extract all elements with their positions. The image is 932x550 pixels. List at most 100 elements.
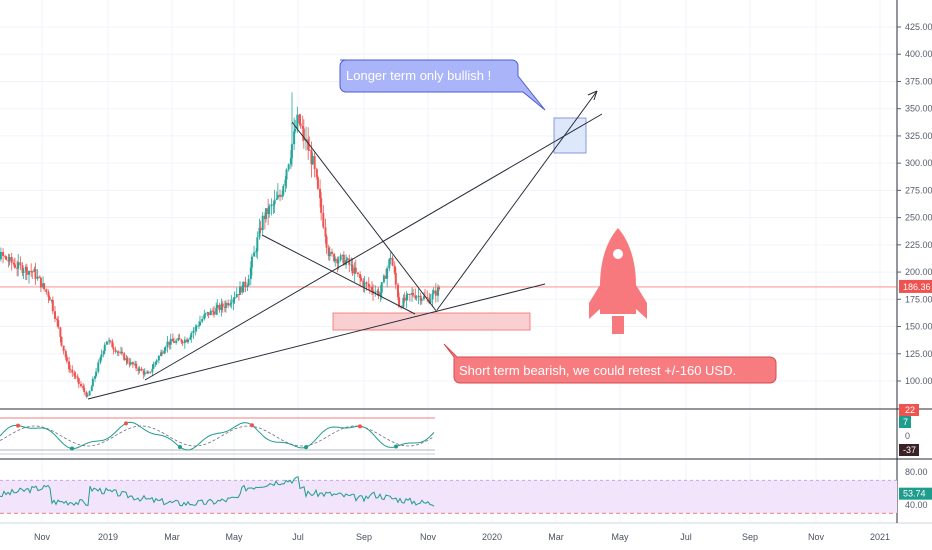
- candle: [250, 253, 253, 276]
- price-tick-label: 150.00: [905, 322, 932, 332]
- bearish-callout[interactable]: Short term bearish, we could retest +/-1…: [443, 343, 777, 384]
- candle-body: [83, 387, 86, 393]
- candle: [253, 245, 256, 257]
- trendline-channel-lower[interactable]: [261, 234, 416, 315]
- support-zone-box[interactable]: [332, 312, 531, 331]
- candle: [353, 262, 356, 283]
- candle-body: [57, 320, 60, 328]
- candle: [171, 333, 174, 342]
- candle: [327, 244, 330, 261]
- candle-body: [419, 295, 422, 301]
- candle-body: [230, 302, 233, 304]
- candle: [389, 252, 392, 265]
- candle-body: [97, 362, 100, 372]
- candle-body: [171, 338, 174, 342]
- candle: [154, 361, 157, 367]
- candle-body: [246, 285, 249, 288]
- candle: [160, 349, 163, 357]
- candle: [391, 255, 394, 267]
- osc-signal-dot: [358, 424, 362, 429]
- candle-body: [261, 215, 264, 231]
- candle: [285, 168, 288, 189]
- candle: [142, 368, 145, 379]
- time-tick-label: Jul: [292, 532, 304, 542]
- candle: [374, 285, 377, 297]
- candle: [166, 335, 169, 353]
- candle: [53, 305, 56, 323]
- candle-body: [134, 363, 137, 365]
- osc-signal-dot: [178, 444, 182, 449]
- candle-body: [13, 264, 16, 268]
- candle: [322, 204, 325, 230]
- candle: [393, 261, 396, 275]
- candle: [82, 382, 85, 390]
- candle: [180, 338, 183, 345]
- trendline-long-term[interactable]: [144, 113, 603, 381]
- time-tick-label: Sep: [356, 532, 372, 542]
- candle: [69, 364, 72, 374]
- candle: [99, 356, 102, 365]
- candle: [320, 192, 323, 221]
- candle: [246, 283, 249, 292]
- candle: [299, 114, 302, 129]
- candle: [437, 284, 439, 303]
- candle-body: [362, 280, 365, 287]
- candle: [235, 287, 238, 298]
- trendline-support[interactable]: [87, 283, 546, 400]
- candle-body: [380, 282, 383, 293]
- candle-body: [149, 371, 152, 373]
- candle-body: [223, 306, 226, 308]
- candle-body: [325, 236, 328, 248]
- candle-body: [259, 227, 262, 231]
- candle-body: [194, 326, 197, 331]
- candle: [177, 334, 180, 342]
- candle-body: [282, 186, 285, 195]
- candle: [396, 282, 399, 301]
- candle-body: [330, 251, 333, 254]
- candle: [8, 253, 11, 266]
- candle-body: [216, 304, 219, 309]
- candle: [131, 361, 134, 369]
- candle: [341, 254, 344, 264]
- candle: [227, 299, 230, 309]
- candle-body: [10, 256, 13, 263]
- candle: [385, 268, 388, 279]
- candle: [149, 371, 152, 374]
- candle: [4, 254, 7, 259]
- price-tick-label: 350.00: [905, 104, 932, 114]
- candle-body: [320, 198, 323, 213]
- rocket-fin-left: [589, 285, 600, 319]
- candle: [28, 270, 31, 284]
- price-candles: [0, 92, 441, 399]
- candle: [168, 341, 171, 350]
- candle-body: [263, 215, 266, 220]
- trendline-projection[interactable]: [436, 90, 598, 311]
- bullish-callout[interactable]: Longer term only bullish !: [339, 59, 546, 111]
- candle: [293, 117, 296, 150]
- candle-body: [224, 302, 227, 308]
- bullish-note-text: Longer term only bullish !: [346, 68, 491, 83]
- candle: [388, 258, 391, 272]
- candle-body: [411, 293, 414, 295]
- candle: [192, 327, 195, 339]
- rsi-tick-label: 40.00: [905, 500, 928, 510]
- trendline-downtrend[interactable]: [291, 121, 438, 313]
- osc-line-fast: [0, 421, 435, 451]
- bearish-note-text: Short term bearish, we could retest +/-1…: [459, 363, 736, 378]
- candle: [56, 316, 59, 327]
- candle-body: [42, 283, 45, 288]
- candle-body: [371, 286, 373, 291]
- candle-body: [293, 131, 296, 145]
- target-zone-box[interactable]: [553, 117, 587, 154]
- candle: [402, 294, 405, 309]
- candle-body: [281, 194, 284, 197]
- candle-body: [273, 199, 276, 205]
- candle-body: [242, 281, 245, 293]
- candle-body: [135, 363, 138, 369]
- candle-body: [48, 296, 51, 301]
- candle-body: [256, 237, 259, 252]
- candle: [247, 274, 250, 286]
- candle: [215, 302, 218, 316]
- candle: [31, 270, 34, 279]
